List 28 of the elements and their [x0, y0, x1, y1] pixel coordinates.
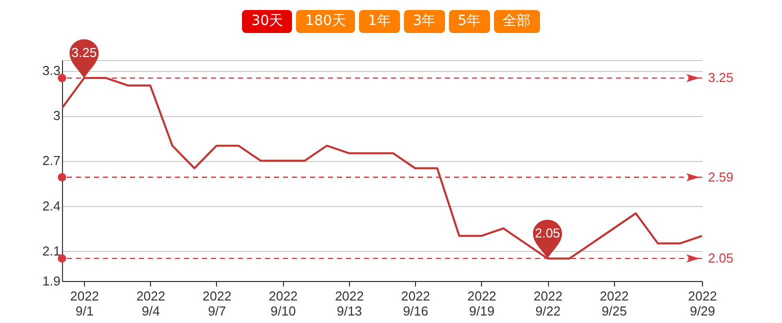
text: 30天	[242, 10, 292, 33]
y-tick-label: 2.1	[42, 243, 60, 258]
annotation: 3.25	[71, 45, 97, 60]
x-tick-label: 2022 9/25	[600, 288, 629, 318]
x-tick-label: 2022 9/29	[688, 288, 717, 318]
text: 5年	[448, 10, 490, 33]
x-tick-label: 2022 9/16	[401, 288, 430, 318]
line-series	[62, 77, 702, 260]
x-tick-label: 2022 9/1	[70, 288, 100, 318]
x-tick-label: 2022 9/10	[268, 288, 298, 318]
y-tick-label: 3	[53, 108, 60, 124]
x-tick-label: 2022 9/7	[202, 288, 232, 318]
text: 180天	[296, 10, 355, 33]
y-tick-label: 1.9	[42, 274, 60, 288]
text: 3年	[404, 10, 445, 33]
y-tick-label: 3.3	[42, 63, 60, 78]
text: 全部	[494, 10, 540, 33]
x-tick-label: 2022 9/4	[136, 288, 166, 318]
ref-line-label: 3.25	[708, 70, 734, 86]
y-tick-label: 2.4	[42, 198, 60, 214]
annotation: 2.05	[534, 225, 560, 240]
x-tick-label: 2022 9/13	[334, 288, 364, 318]
ref-line-label: 2.59	[708, 169, 734, 184]
ref-line-label: 2.05	[708, 250, 734, 266]
x-tick-label: 2022 9/19	[467, 288, 496, 318]
text: 1年	[358, 10, 400, 33]
x-tick-label: 2022 9/22	[534, 288, 562, 318]
y-tick-label: 2.7	[42, 153, 60, 168]
